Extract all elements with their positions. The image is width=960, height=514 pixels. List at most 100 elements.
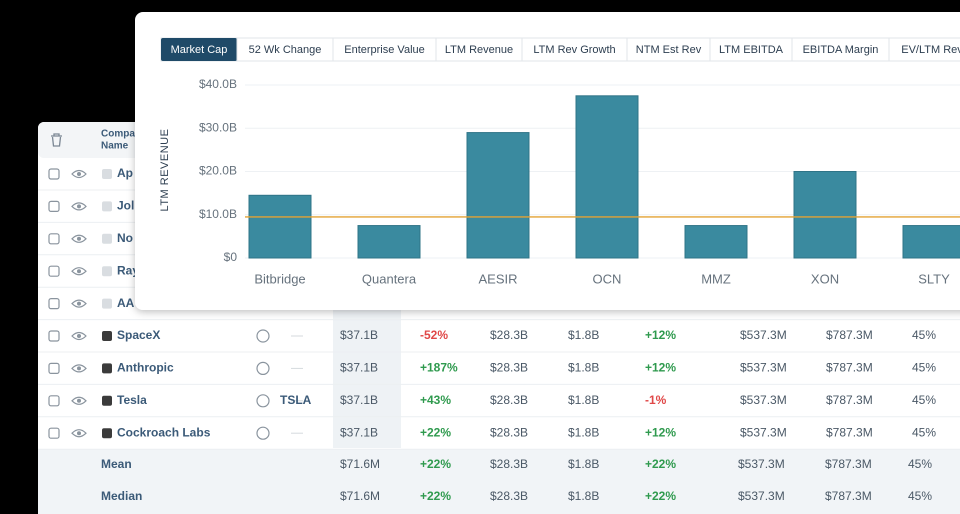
y-tick-label: $40.0B xyxy=(199,77,237,91)
row-checkbox[interactable] xyxy=(48,233,60,245)
tab[interactable]: NTM Est Rev xyxy=(636,44,702,56)
company-logo xyxy=(102,201,112,212)
cell-value: +12% xyxy=(645,425,676,439)
cell-value: $37.1B xyxy=(340,393,378,407)
cell-value: $28.3B xyxy=(490,328,528,342)
summary-value: $28.3B xyxy=(490,457,528,471)
summary-value: $71.6M xyxy=(340,457,380,471)
bar[interactable] xyxy=(793,171,857,259)
cell-value: +43% xyxy=(420,393,451,407)
cell-value: -1% xyxy=(645,393,667,407)
eye-icon[interactable] xyxy=(71,364,87,373)
row-checkbox[interactable] xyxy=(48,395,60,407)
tab[interactable]: EV/LTM Rev xyxy=(901,44,960,56)
cell-value: $37.1B xyxy=(340,425,378,439)
eye-pupil xyxy=(77,204,81,209)
cell-value: $787.3M xyxy=(826,393,873,407)
eye-icon[interactable] xyxy=(71,234,87,243)
summary-value: $787.3M xyxy=(825,489,872,503)
tab-active[interactable] xyxy=(161,38,237,61)
bar[interactable] xyxy=(357,225,421,259)
x-tick-label: AESIR xyxy=(478,271,517,286)
summary-label: Median xyxy=(101,489,142,503)
cell-value: 45% xyxy=(912,361,936,375)
chart-card: LTM REVENUE Market Cap 52 Wk Change Enterp… xyxy=(135,12,960,310)
tab[interactable]: LTM Rev Growth xyxy=(533,44,615,56)
row-checkbox[interactable] xyxy=(48,265,60,277)
eye-icon[interactable] xyxy=(71,202,87,211)
row-checkbox[interactable] xyxy=(48,427,60,439)
eye-icon[interactable] xyxy=(71,331,87,341)
summary-value: $537.3M xyxy=(738,457,785,471)
eye-pupil xyxy=(77,172,81,176)
eye-icon[interactable] xyxy=(71,299,87,308)
company-name[interactable]: No xyxy=(117,231,133,245)
tab[interactable]: LTM Revenue xyxy=(445,44,513,56)
bar[interactable] xyxy=(466,132,530,259)
x-tick-label: XON xyxy=(811,271,839,286)
row-checkbox[interactable] xyxy=(48,200,60,212)
company-name[interactable]: AA xyxy=(117,296,135,310)
cell-value: $787.3M xyxy=(826,425,873,439)
y-tick-label: $0 xyxy=(224,250,238,264)
summary-value: $787.3M xyxy=(825,457,872,471)
tab[interactable]: Enterprise Value xyxy=(344,44,425,56)
row-checkbox[interactable] xyxy=(48,298,60,310)
company-name[interactable]: Ray xyxy=(117,263,139,277)
cell-value: $537.3M xyxy=(740,393,787,407)
eye-pupil xyxy=(77,301,81,306)
cell-value: $787.3M xyxy=(826,361,873,375)
x-tick-label: Bitbridge xyxy=(254,271,305,286)
summary-value: $537.3M xyxy=(738,489,785,503)
company-name[interactable]: Jol xyxy=(117,199,134,213)
tab[interactable]: LTM EBITDA xyxy=(719,44,784,56)
bar[interactable] xyxy=(902,225,960,259)
info-icon[interactable] xyxy=(256,394,270,408)
info-icon[interactable] xyxy=(256,329,270,343)
cell-value: +22% xyxy=(420,425,451,439)
eye-icon[interactable] xyxy=(71,429,87,438)
x-tick-label: Quantera xyxy=(362,271,417,286)
summary-value: +22% xyxy=(420,457,451,471)
bar[interactable] xyxy=(575,95,639,259)
cell-value: $1.8B xyxy=(568,393,599,407)
row-checkbox[interactable] xyxy=(48,362,60,374)
cell-value: $1.8B xyxy=(568,425,599,439)
company-name[interactable]: Ap xyxy=(117,166,133,180)
eye-icon[interactable] xyxy=(71,267,87,276)
chart-card-background xyxy=(135,12,960,310)
row-checkbox[interactable] xyxy=(48,330,60,342)
bar[interactable] xyxy=(248,194,312,259)
company-name[interactable]: SpaceX xyxy=(117,328,160,342)
header-company: Company xyxy=(101,129,147,140)
eye-icon[interactable] xyxy=(71,169,87,179)
eye-icon[interactable] xyxy=(71,396,87,405)
company-name[interactable]: Anthropic xyxy=(117,361,174,375)
info-icon[interactable] xyxy=(256,361,270,375)
cell-value: $28.3B xyxy=(490,425,528,439)
tab[interactable]: 52 Wk Change xyxy=(249,44,322,56)
cell-value: $787.3M xyxy=(826,328,873,342)
bar[interactable] xyxy=(684,225,748,259)
trash-icon[interactable] xyxy=(51,133,62,147)
info-icon[interactable] xyxy=(256,426,270,440)
cell-value: $28.3B xyxy=(490,361,528,375)
tab[interactable]: Market Cap xyxy=(171,44,228,56)
y-tick-label: $30.0B xyxy=(199,120,237,134)
summary-label: Mean xyxy=(101,457,132,471)
company-name[interactable]: Cockroach Labs xyxy=(117,425,211,439)
company-name[interactable]: Tesla xyxy=(117,393,147,407)
company-logo xyxy=(102,298,112,309)
cell-value: $537.3M xyxy=(740,328,787,342)
eye-pupil xyxy=(77,334,81,338)
tab[interactable]: EBITDA Margin xyxy=(803,44,879,56)
x-tick-label: OCN xyxy=(593,271,622,286)
cell-value: $537.3M xyxy=(740,425,787,439)
row-checkbox[interactable] xyxy=(48,168,60,180)
cell-value: $1.8B xyxy=(568,328,599,342)
company-logo xyxy=(102,363,112,374)
header-company: Name xyxy=(101,141,129,152)
eye-pupil xyxy=(77,269,81,274)
eye-pupil xyxy=(77,431,81,436)
